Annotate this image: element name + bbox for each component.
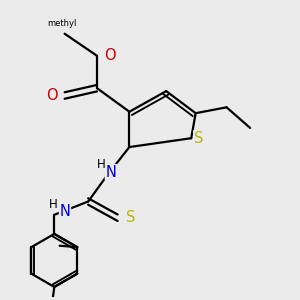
Text: S: S (126, 210, 135, 225)
Text: S: S (194, 131, 203, 146)
Text: O: O (104, 48, 116, 63)
Text: methyl: methyl (47, 20, 76, 28)
Text: O: O (46, 88, 58, 103)
Text: N: N (60, 204, 70, 219)
Text: H: H (97, 158, 106, 171)
Text: N: N (105, 165, 116, 180)
Text: H: H (49, 198, 57, 211)
